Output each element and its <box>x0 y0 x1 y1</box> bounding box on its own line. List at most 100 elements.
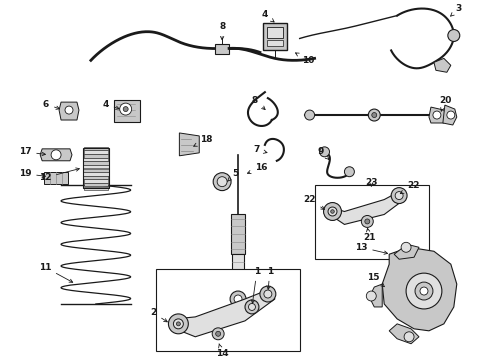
Ellipse shape <box>245 300 259 314</box>
Ellipse shape <box>420 287 428 295</box>
Ellipse shape <box>217 177 227 186</box>
Ellipse shape <box>401 242 411 252</box>
Polygon shape <box>369 284 382 307</box>
Text: 13: 13 <box>355 243 388 254</box>
Ellipse shape <box>391 188 407 203</box>
Bar <box>84 183 108 186</box>
Ellipse shape <box>260 286 276 302</box>
Text: 17: 17 <box>19 147 46 156</box>
Bar <box>83 158 108 161</box>
Bar <box>267 27 283 39</box>
Ellipse shape <box>65 106 73 114</box>
Ellipse shape <box>213 173 231 190</box>
Ellipse shape <box>344 167 354 177</box>
Ellipse shape <box>176 322 180 326</box>
Polygon shape <box>175 289 275 337</box>
Bar <box>267 40 283 46</box>
Bar <box>232 254 244 294</box>
Bar <box>83 176 108 179</box>
Polygon shape <box>179 133 199 156</box>
Bar <box>84 150 108 154</box>
Bar <box>155 269 300 351</box>
Ellipse shape <box>230 291 246 307</box>
Text: 7: 7 <box>253 145 267 154</box>
Text: 6: 6 <box>43 100 59 109</box>
Polygon shape <box>329 192 404 224</box>
Bar <box>84 154 108 158</box>
Ellipse shape <box>406 273 442 309</box>
Ellipse shape <box>323 203 342 220</box>
Ellipse shape <box>169 314 188 334</box>
Polygon shape <box>40 149 72 161</box>
Bar <box>83 161 108 165</box>
Ellipse shape <box>51 150 61 160</box>
Polygon shape <box>443 105 457 125</box>
Polygon shape <box>434 58 451 72</box>
Text: 18: 18 <box>194 135 213 146</box>
Ellipse shape <box>404 332 414 342</box>
Ellipse shape <box>331 210 334 213</box>
Ellipse shape <box>447 111 455 119</box>
Text: 15: 15 <box>367 273 384 287</box>
Bar <box>83 172 108 176</box>
Ellipse shape <box>319 147 329 157</box>
Text: 1: 1 <box>267 267 273 289</box>
Ellipse shape <box>415 282 433 300</box>
Bar <box>315 185 429 259</box>
Ellipse shape <box>372 113 377 117</box>
Text: 12: 12 <box>39 168 79 182</box>
Ellipse shape <box>367 291 376 301</box>
Bar <box>44 172 68 184</box>
Ellipse shape <box>395 192 403 199</box>
Bar <box>215 44 229 54</box>
Text: 22: 22 <box>303 195 324 210</box>
Ellipse shape <box>212 328 224 340</box>
Polygon shape <box>382 247 457 331</box>
Ellipse shape <box>173 319 183 329</box>
Text: 16: 16 <box>247 163 268 174</box>
Ellipse shape <box>365 219 370 224</box>
Bar <box>83 148 109 188</box>
Ellipse shape <box>264 290 272 298</box>
Text: 3: 3 <box>451 4 462 16</box>
Bar <box>83 165 109 168</box>
Text: 9: 9 <box>318 147 329 159</box>
Text: 5: 5 <box>227 169 238 181</box>
Bar <box>84 179 108 183</box>
Bar <box>84 186 108 190</box>
Polygon shape <box>429 107 447 123</box>
Text: 23: 23 <box>365 178 377 187</box>
Text: 4: 4 <box>102 100 119 109</box>
Text: 20: 20 <box>439 96 451 111</box>
Text: 8: 8 <box>252 96 265 109</box>
Ellipse shape <box>328 207 337 216</box>
Polygon shape <box>389 324 419 344</box>
Bar <box>263 23 287 50</box>
Ellipse shape <box>248 303 255 310</box>
Text: 1: 1 <box>251 267 260 303</box>
Bar <box>83 168 109 172</box>
Text: 22: 22 <box>400 181 419 194</box>
Text: 11: 11 <box>39 263 73 282</box>
Ellipse shape <box>123 107 128 112</box>
Ellipse shape <box>234 295 242 303</box>
Text: 21: 21 <box>363 228 375 242</box>
Bar <box>231 215 245 254</box>
Bar <box>114 100 140 122</box>
Text: 8: 8 <box>219 22 225 40</box>
Ellipse shape <box>305 110 315 120</box>
Ellipse shape <box>448 30 460 41</box>
Ellipse shape <box>216 331 220 336</box>
Polygon shape <box>394 244 419 259</box>
Text: 10: 10 <box>295 53 314 65</box>
Text: 14: 14 <box>216 344 228 358</box>
Ellipse shape <box>361 216 373 228</box>
Text: 19: 19 <box>19 169 46 178</box>
Text: 4: 4 <box>262 10 274 22</box>
Ellipse shape <box>368 109 380 121</box>
Bar <box>84 147 108 150</box>
Ellipse shape <box>433 111 441 119</box>
Text: 2: 2 <box>150 309 167 322</box>
Polygon shape <box>59 102 79 120</box>
Ellipse shape <box>120 103 132 115</box>
